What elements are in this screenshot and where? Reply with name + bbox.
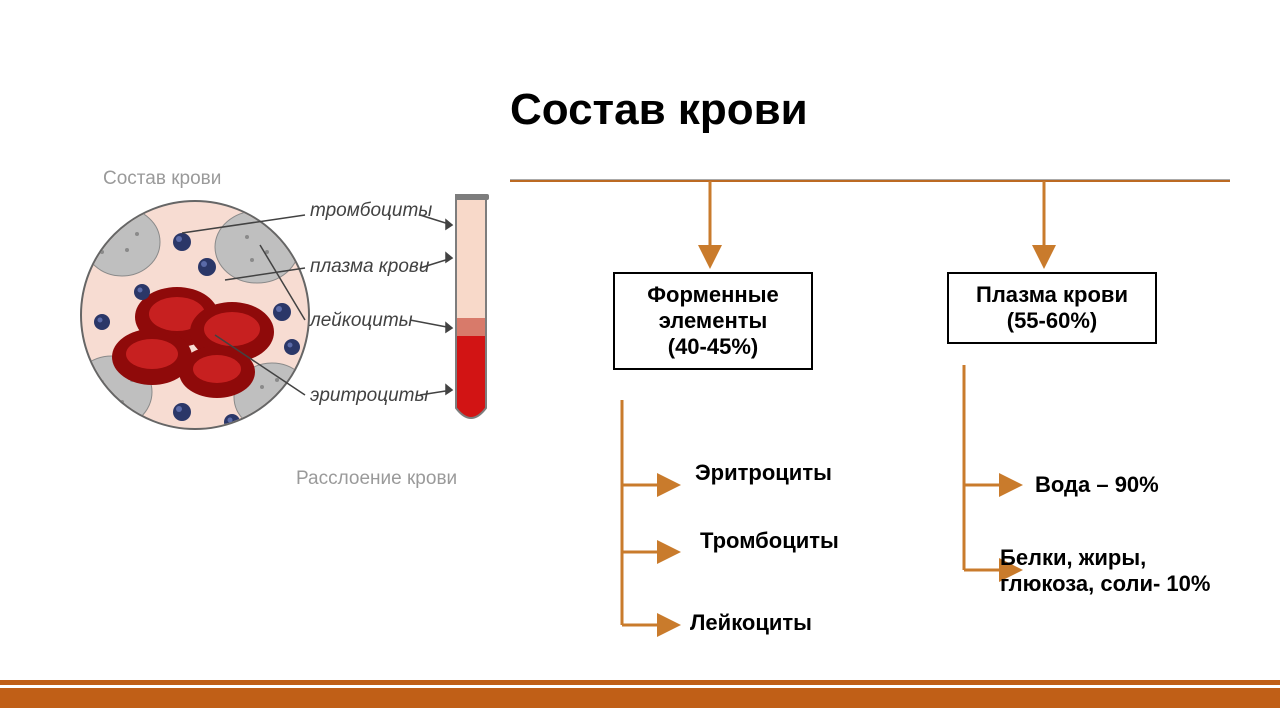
separation-label: Расслоение крови (296, 468, 457, 490)
box-plasma: Плазма крови (55-60%) (947, 272, 1157, 344)
child-water: Вода – 90% (1035, 472, 1159, 498)
box-plasma-line1: Плазма крови (959, 282, 1145, 308)
title-underline (510, 179, 1230, 182)
box-formed-elements: Форменные элементы (40-45%) (613, 272, 813, 370)
ptr-leukocytes: лейкоциты (310, 310, 413, 332)
ptr-platelets: тромбоциты (310, 200, 432, 222)
box-plasma-line2: (55-60%) (959, 308, 1145, 334)
child-thrombocytes: Тромбоциты (700, 528, 870, 554)
box-formed-line1: Форменные (625, 282, 801, 308)
box-formed-line2: элементы (625, 308, 801, 334)
child-leukocytes: Лейкоциты (690, 610, 812, 636)
ptr-erythrocytes: эритроциты (310, 385, 428, 407)
box-formed-line3: (40-45%) (625, 334, 801, 360)
test-tube (455, 194, 489, 432)
child-other: Белки, жиры, глюкоза, соли- 10% (1000, 545, 1230, 597)
child-erythrocytes: Эритроциты (695, 460, 865, 486)
blood-smear-circle (80, 200, 310, 430)
main-title: Состав крови (510, 85, 808, 135)
ptr-plasma: плазма крови (310, 256, 429, 278)
blood-cells-svg (82, 202, 310, 430)
footer-bar (0, 688, 1280, 708)
left-subtitle: Состав крови (103, 168, 221, 190)
